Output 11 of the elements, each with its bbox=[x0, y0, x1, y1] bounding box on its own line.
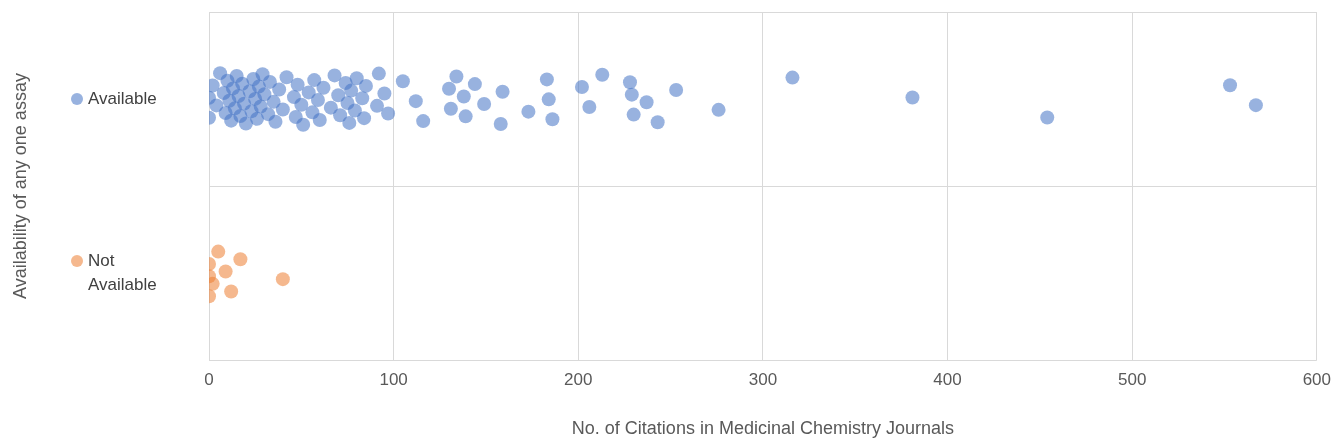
x-tick-label: 400 bbox=[933, 369, 962, 389]
x-tick-label: 100 bbox=[379, 369, 408, 389]
x-axis-title: No. of Citations in Medicinal Chemistry Journals bbox=[571, 418, 954, 439]
y-tick-label: Available bbox=[88, 88, 157, 108]
y-axis-title: Availability of any one assay bbox=[9, 73, 30, 299]
x-tick-label: 600 bbox=[1302, 369, 1332, 389]
x-tick-label: 0 bbox=[204, 369, 214, 389]
x-tick-label: 300 bbox=[748, 369, 778, 389]
y-tick-label: Not Available bbox=[88, 250, 157, 294]
x-tick-label: 200 bbox=[564, 369, 593, 389]
x-tick-label: 500 bbox=[1117, 369, 1147, 389]
